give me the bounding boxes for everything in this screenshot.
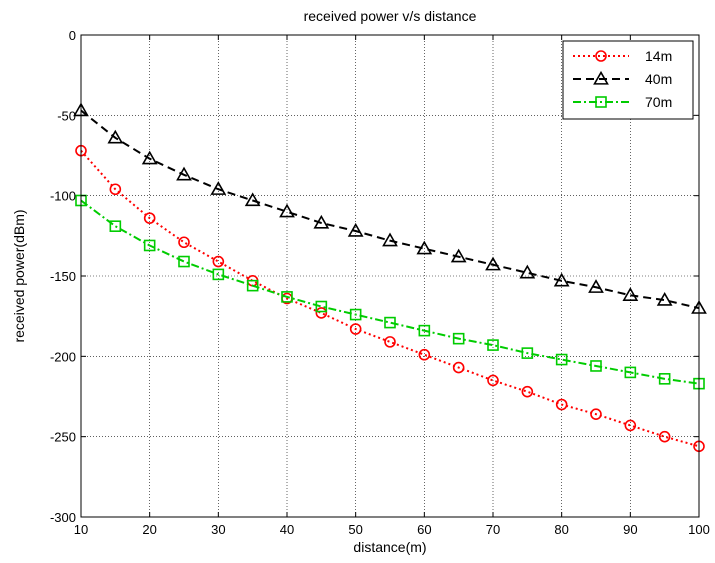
- data-point-40m: [450, 248, 467, 263]
- data-point-40m: [176, 166, 192, 181]
- data-point-40m: [107, 129, 124, 144]
- data-point-70m: [109, 220, 122, 232]
- legend-entry-40m: 40m: [573, 70, 672, 87]
- data-point-70m: [143, 239, 156, 252]
- data-point-14m: [487, 374, 499, 387]
- data-point-40m: [656, 291, 673, 306]
- y-tick-label: -300: [50, 510, 76, 525]
- data-point-40m: [553, 272, 570, 287]
- x-tick-label: 70: [486, 522, 500, 537]
- legend-entry-14m: 14m: [573, 48, 672, 64]
- data-point-70m: [658, 373, 671, 385]
- data-point-70m: [349, 308, 362, 321]
- data-point-14m: [212, 255, 225, 268]
- data-point-14m: [521, 385, 534, 398]
- x-tick-label: 10: [74, 522, 88, 537]
- data-point-14m: [315, 307, 328, 319]
- data-point-40m: [279, 203, 295, 218]
- data-point-70m: [452, 332, 465, 345]
- legend-entry-70m: 70m: [573, 94, 672, 110]
- data-point-70m: [487, 339, 499, 351]
- data-point-70m: [178, 255, 190, 268]
- data-point-40m: [313, 214, 330, 229]
- data-point-14m: [555, 398, 568, 411]
- data-point-40m: [382, 232, 398, 247]
- data-point-70m: [521, 347, 534, 359]
- data-point-70m: [281, 291, 293, 303]
- data-point-40m: [519, 264, 536, 279]
- data-point-40m: [588, 279, 604, 293]
- legend-label-14m: 14m: [645, 48, 672, 64]
- data-point-40m: [141, 150, 158, 165]
- data-point-40m: [416, 240, 433, 255]
- series-line-40m: [80, 109, 700, 310]
- data-point-14m: [590, 408, 602, 420]
- data-point-14m: [384, 336, 396, 348]
- data-point-14m: [452, 361, 465, 374]
- data-point-14m: [349, 323, 362, 335]
- x-tick-label: 80: [554, 522, 568, 537]
- data-point-14m: [178, 236, 190, 249]
- data-point-40m: [210, 181, 227, 195]
- data-point-70m: [315, 300, 328, 313]
- data-point-14m: [109, 183, 122, 196]
- data-point-40m: [622, 287, 639, 301]
- data-point-14m: [658, 430, 671, 443]
- data-point-40m: [244, 192, 261, 207]
- y-tick-label: -150: [50, 269, 76, 284]
- x-tick-label: 60: [417, 522, 431, 537]
- x-tick-label: 40: [280, 522, 294, 537]
- x-tick-label: 20: [142, 522, 156, 537]
- y-tick-label: -50: [57, 108, 76, 123]
- data-point-70m: [384, 316, 396, 329]
- y-tick-label: 0: [69, 28, 76, 43]
- y-tick-label: -100: [50, 189, 76, 204]
- x-tick-label: 30: [211, 522, 225, 537]
- data-point-70m: [624, 366, 637, 379]
- data-point-70m: [555, 353, 568, 366]
- y-tick-label: -250: [50, 430, 76, 445]
- data-point-40m: [347, 222, 364, 237]
- legend-marker-70m: [595, 96, 607, 108]
- series-group: [73, 102, 707, 453]
- data-point-14m: [418, 348, 431, 361]
- x-tick-label: 90: [623, 522, 637, 537]
- x-tick-label: 100: [688, 522, 710, 537]
- data-point-70m: [590, 360, 602, 372]
- x-tick-label: 50: [348, 522, 362, 537]
- legend-marker-14m: [595, 50, 607, 62]
- legend-label-70m: 70m: [645, 94, 672, 110]
- y-tick-label: -200: [50, 349, 76, 364]
- legend: 14m 40m 70m: [562, 40, 694, 120]
- legend-label-40m: 40m: [645, 71, 672, 87]
- x-axis-label: distance(m): [353, 539, 426, 555]
- data-point-70m: [246, 279, 259, 292]
- series-line-70m: [80, 199, 700, 385]
- data-point-14m: [143, 212, 156, 224]
- data-point-70m: [418, 324, 431, 337]
- series-70m: [75, 194, 705, 390]
- y-axis-label: received power(dBm): [11, 209, 27, 342]
- grid-lines: [81, 35, 699, 517]
- legend-marker-40m: [593, 70, 609, 85]
- data-point-14m: [624, 419, 637, 432]
- axis-ticks: 10 20 30 40 50 60 70 80 90 100 0 -50 -100 -150 -200 -25…: [50, 28, 710, 537]
- data-point-70m: [212, 268, 225, 281]
- series-line-14m: [80, 150, 700, 448]
- data-point-40m: [485, 256, 501, 271]
- series-40m: [73, 102, 707, 314]
- chart-title: received power v/s distance: [304, 8, 477, 24]
